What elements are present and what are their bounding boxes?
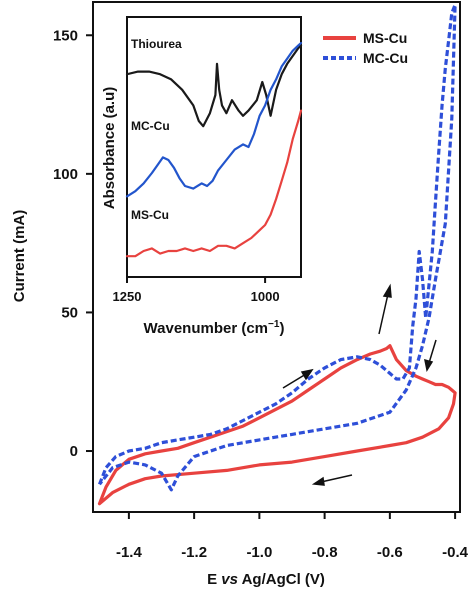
main-y-axis-title: Current (mA) — [11, 210, 28, 303]
x-axis-title-part-2: vs — [221, 571, 238, 588]
legend-label-ms-cu: MS-Cu — [363, 30, 407, 46]
inset-axis-ticks: 1250 1000 — [113, 277, 280, 304]
main-x-tick-label: -1.4 — [116, 544, 143, 561]
sweep-arrows — [282, 283, 437, 486]
inset-x-tick-label: 1000 — [251, 289, 280, 304]
inset-x-axis-title-close: ) — [279, 320, 284, 337]
x-axis-title-part-3: Ag/AgCl (V) — [238, 571, 325, 588]
main-y-tick-label: 50 — [61, 304, 78, 321]
inset-x-axis-title-sup: −1 — [268, 319, 280, 330]
inset-curve-label-ms-cu: MS-Cu — [131, 208, 169, 222]
peak-up-arrow — [378, 283, 392, 335]
legend: MS-Cu MC-Cu — [323, 30, 408, 66]
inset-y-axis-title: Absorbance (a.u) — [101, 87, 118, 210]
reverse-sweep-arrow — [311, 474, 353, 486]
main-plot-frame — [92, 1, 461, 513]
inset-curve-label-thiourea: Thiourea — [131, 37, 182, 51]
main-x-tick-label: -0.8 — [312, 544, 338, 561]
main-series-group — [97, 3, 457, 506]
inset-x-axis-title-text: Wavenumber (cm — [144, 320, 268, 337]
main-x-tick-label: -1.0 — [246, 544, 272, 561]
main-x-axis-title: E vs Ag/AgCl (V) — [207, 571, 325, 588]
inset-curve-label-mc-cu: MC-Cu — [131, 119, 170, 133]
inset-x-axis-title: Wavenumber (cm−1) — [144, 319, 285, 337]
inset-series-line-ms-cu — [125, 109, 303, 258]
inset-series-line-mc-cu — [125, 41, 303, 198]
main-y-tick-label: 150 — [53, 27, 78, 44]
main-y-tick-label: 100 — [53, 166, 78, 183]
main-x-tick-label: -1.2 — [181, 544, 207, 561]
main-y-tick-label: 0 — [70, 443, 78, 460]
forward-sweep-arrow — [282, 368, 314, 389]
inset: Absorbance (a.u) 1250 1000 Wavenumber (cm… — [101, 16, 303, 337]
main-series-line-mc-cu — [98, 3, 457, 492]
main-x-tick-label: -0.4 — [442, 544, 469, 561]
inset-series-line-thiourea — [125, 44, 303, 128]
main-series-line-ms-cu — [97, 344, 457, 506]
inset-x-tick-label: 1250 — [113, 289, 142, 304]
main-x-tick-label: -0.6 — [377, 544, 403, 561]
inset-series-group — [125, 41, 303, 258]
x-axis-title-part-1: E — [207, 571, 221, 588]
inset-frame — [126, 16, 302, 278]
legend-label-mc-cu: MC-Cu — [363, 50, 408, 66]
main-axis-ticks: -1.4 -1.2 -1.0 -0.8 -0.6 -0.4 0 50 100 150 — [53, 27, 469, 561]
reverse-down-arrow — [424, 339, 437, 372]
